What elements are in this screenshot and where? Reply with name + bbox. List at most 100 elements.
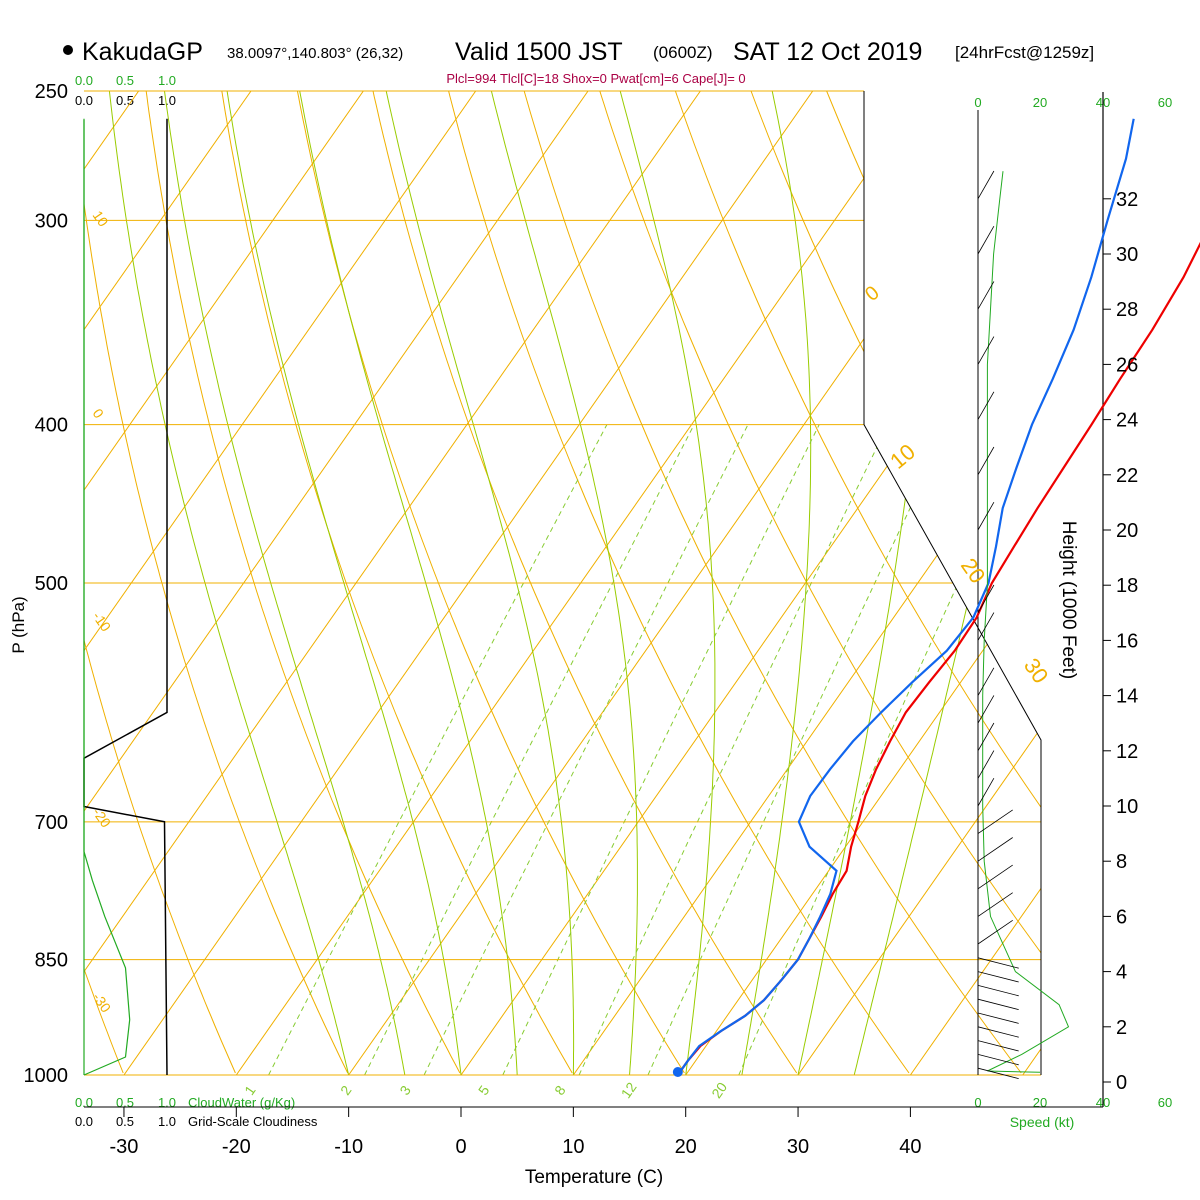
cloudwater-top-tick: 1.0: [158, 73, 176, 88]
valid-date: SAT 12 Oct 2019: [733, 38, 922, 66]
sounding-indices: Plcl=994 Tlcl[C]=18 Shox=0 Pwat[cm]=6 Ca…: [446, 71, 745, 86]
cloudiness-top-tick: 1.0: [158, 93, 176, 108]
temperature-tick-label: -30: [109, 1136, 138, 1158]
cloudwater-label: CloudWater (g/Kg): [188, 1095, 295, 1110]
wind-barb: [977, 226, 995, 255]
temperature-tick-label: -20: [222, 1136, 251, 1158]
moist-adiabat-line: [615, 91, 716, 1075]
temperature-tick-label: 20: [675, 1136, 697, 1158]
wind-barb: [977, 722, 995, 751]
isotherm-line: [84, 91, 252, 1075]
mixing-ratio-label: 12: [618, 1079, 640, 1101]
speed-axis-label: Speed (kt): [1010, 1114, 1075, 1130]
cloudiness-bottom-tick: 0.5: [116, 1114, 134, 1129]
cloudwater-top-tick: 0.0: [75, 73, 93, 88]
speed-tick: 0: [974, 1095, 981, 1110]
dry-adiabat-label: 10: [885, 439, 920, 474]
wind-barb: [977, 809, 1013, 834]
speed-tick: 60: [1158, 95, 1172, 110]
cloudwater-top-tick: 0.5: [116, 73, 134, 88]
temperature-tick-label: 0: [455, 1136, 466, 1158]
pressure-tick-label: 1000: [24, 1065, 69, 1087]
moist-adiabat-line: [853, 91, 1041, 1075]
wind-barb: [977, 1067, 1019, 1079]
wind-barb: [977, 667, 995, 696]
dry-adiabat-line: [370, 91, 798, 1074]
wind-barb: [977, 985, 1019, 997]
speed-tick: 60: [1158, 1095, 1172, 1110]
wind-barb: [977, 919, 1013, 945]
cloudwater-bottom-tick: 1.0: [158, 1095, 176, 1110]
height-tick-label: 14: [1116, 686, 1138, 708]
pressure-tick-label: 700: [35, 812, 68, 834]
sounding-profiles: [672, 118, 1200, 1077]
isotherm-label: 20: [956, 554, 991, 588]
cloudiness-bottom-tick: 0.0: [75, 1114, 93, 1129]
wind-barb: [977, 778, 995, 807]
cloudwater-bottom-tick: 0.5: [116, 1095, 134, 1110]
frame-right-edge: [863, 91, 1042, 1075]
surface-parcel-point: [672, 1067, 683, 1077]
wind-panel: [977, 170, 1070, 1079]
moist-adiabat-line: [296, 91, 518, 1075]
pressure-tick-label: 300: [35, 210, 68, 232]
wind-barb: [977, 1040, 1019, 1052]
height-axis-title: Height (1000 Feet): [1058, 521, 1079, 679]
wind-barb: [977, 892, 1013, 917]
station-marker-icon: [63, 45, 73, 55]
speed-axis-bottom: 0 20 40 60 Speed (kt): [974, 1095, 1172, 1130]
cloudiness-top-tick: 0.5: [116, 93, 134, 108]
cloudiness-bottom-tick: 1.0: [158, 1114, 176, 1129]
temperature-tick-label: 10: [562, 1136, 584, 1158]
wind-barb: [977, 170, 995, 199]
height-tick-label: 2: [1116, 1017, 1127, 1039]
height-tick-label: 32: [1116, 189, 1138, 211]
wind-barb: [977, 837, 1013, 862]
height-tick-label: 22: [1116, 465, 1138, 487]
height-tick-label: 30: [1116, 244, 1138, 266]
moist-adiabat-line: [107, 91, 350, 1075]
height-tick-label: 6: [1116, 906, 1127, 928]
isotherm-line: [797, 91, 1041, 1075]
dry-adiabat-line: [596, 91, 1041, 1074]
wind-barb: [977, 998, 1019, 1010]
height-tick-label: 28: [1116, 299, 1138, 321]
station-name: KakudaGP: [82, 38, 203, 66]
wind-barb: [977, 1012, 1019, 1024]
dry-adiabat-line: [520, 91, 1022, 1074]
station-coords: 38.0097°,140.803° (26,32): [227, 45, 403, 62]
moist-adiabat-line: [487, 91, 638, 1075]
cloudiness-profile-line: [83, 118, 168, 1076]
cloudiness-top-tick: 0.0: [75, 93, 93, 108]
dry-adiabat-line: [897, 91, 1041, 1074]
mixing-ratio-label: 20: [708, 1079, 730, 1101]
height-tick-label: 12: [1116, 741, 1138, 763]
dry-adiabat-line: [295, 91, 685, 1074]
dry-adiabat-line: [84, 91, 349, 1074]
speed-tick: 20: [1033, 95, 1047, 110]
temperature-tick-label: 40: [899, 1136, 921, 1158]
isotherm-line: [0, 91, 26, 1075]
temperature-tick-label: -10: [334, 1136, 363, 1158]
temperature-tick-label: 30: [787, 1136, 809, 1158]
height-tick-label: 8: [1116, 851, 1127, 873]
skew-t-grid: [0, 91, 1041, 1075]
cloud-water-profile-line: [83, 118, 131, 1076]
mixing-ratio-line: [578, 424, 889, 1075]
height-tick-label: 4: [1116, 962, 1127, 984]
wind-barb: [977, 612, 995, 641]
isotherm-line: [909, 91, 1041, 1075]
y-axis-title: P (hPa): [9, 596, 28, 653]
wind-barb: [977, 281, 995, 310]
cloudwater-bottom-tick: 0.0: [75, 1095, 93, 1110]
speed-tick: 0: [974, 95, 981, 110]
wind-barb: [977, 957, 1019, 969]
mixing-ratio-line: [647, 424, 951, 1075]
wind-barb: [977, 1026, 1019, 1038]
bottom-scales: 0.0 0.5 1.0 CloudWater (g/Kg) 0.0 0.5 1.…: [75, 1095, 318, 1129]
moist-adiabat-line: [382, 91, 575, 1075]
moist-adiabat-line: [162, 91, 406, 1075]
wind-barb: [977, 971, 1019, 983]
